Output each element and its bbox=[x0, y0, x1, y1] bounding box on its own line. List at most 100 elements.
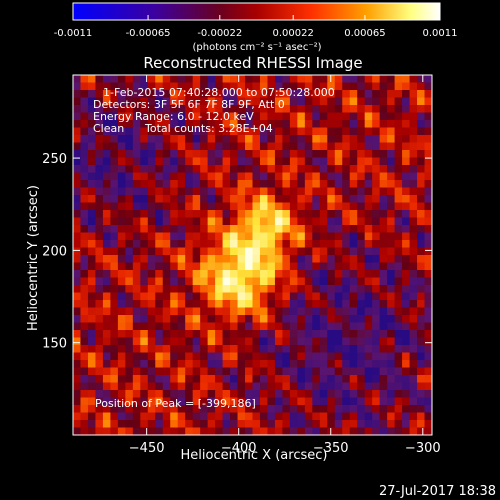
heatmap-cell bbox=[222, 255, 231, 264]
heatmap-cell bbox=[140, 195, 149, 204]
heatmap-cell bbox=[304, 352, 313, 361]
heatmap-cell bbox=[319, 277, 328, 286]
heatmap-cell bbox=[252, 180, 261, 189]
heatmap-cell bbox=[222, 120, 231, 129]
heatmap-cell bbox=[327, 300, 336, 309]
heatmap-cell bbox=[80, 382, 89, 391]
heatmap-cell bbox=[409, 330, 418, 339]
heatmap-cell bbox=[207, 300, 216, 309]
heatmap-cell bbox=[177, 142, 186, 151]
heatmap-cell bbox=[402, 202, 411, 211]
heatmap-cell bbox=[379, 240, 388, 249]
heatmap-cell bbox=[170, 240, 179, 249]
heatmap-cell bbox=[267, 420, 276, 429]
heatmap-cell bbox=[304, 135, 313, 144]
heatmap-cell bbox=[364, 90, 373, 99]
heatmap-cell bbox=[147, 232, 156, 241]
heatmap-cell bbox=[319, 195, 328, 204]
heatmap-cell bbox=[245, 405, 254, 414]
heatmap-cell bbox=[200, 142, 209, 151]
heatmap-cell bbox=[192, 397, 201, 406]
heatmap-cell bbox=[110, 345, 119, 354]
heatmap-cell bbox=[379, 330, 388, 339]
heatmap-cell bbox=[147, 150, 156, 159]
heatmap-cell bbox=[207, 367, 216, 376]
heatmap-cell bbox=[230, 187, 239, 196]
heatmap-cell bbox=[259, 82, 269, 91]
heatmap-cell bbox=[177, 375, 186, 384]
heatmap-cell bbox=[289, 405, 298, 414]
heatmap-cell bbox=[319, 247, 328, 256]
heatmap-cell bbox=[222, 217, 231, 226]
heatmap-cell bbox=[132, 180, 141, 189]
heatmap-cell bbox=[372, 120, 381, 129]
heatmap-cell bbox=[297, 120, 306, 129]
heatmap-cell bbox=[274, 307, 284, 316]
heatmap-cell bbox=[192, 322, 201, 331]
heatmap-cell bbox=[215, 75, 224, 84]
y-tick-label: 200 bbox=[42, 244, 67, 259]
heatmap-cell bbox=[215, 315, 224, 324]
heatmap-cell bbox=[110, 382, 119, 391]
heatmap-cell bbox=[327, 405, 336, 414]
heatmap-cell bbox=[185, 157, 194, 166]
heatmap-cell bbox=[267, 127, 276, 136]
heatmap-cell bbox=[215, 232, 224, 241]
heatmap-cell bbox=[110, 247, 119, 256]
heatmap-cell bbox=[297, 300, 306, 309]
heatmap-cell bbox=[140, 157, 149, 166]
heatmap-cell bbox=[252, 225, 261, 234]
heatmap-cell bbox=[102, 105, 111, 114]
heatmap-cell bbox=[267, 255, 276, 264]
heatmap-cell bbox=[334, 225, 343, 234]
heatmap-cell bbox=[230, 247, 239, 256]
heatmap-cell bbox=[327, 262, 336, 271]
heatmap-cell bbox=[87, 270, 97, 279]
heatmap-cell bbox=[125, 105, 134, 114]
heatmap-cell bbox=[117, 97, 126, 106]
x-axis-label: Heliocentric X (arcsec) bbox=[181, 448, 328, 463]
heatmap-cell bbox=[409, 277, 418, 286]
heatmap-cell bbox=[274, 75, 284, 84]
heatmap-cell bbox=[125, 345, 134, 354]
heatmap-cell bbox=[102, 322, 111, 331]
heatmap-cell bbox=[73, 120, 82, 129]
heatmap-cell bbox=[312, 360, 321, 369]
heatmap-cell bbox=[312, 187, 321, 196]
heatmap-cell bbox=[132, 405, 141, 414]
heatmap-cell bbox=[424, 255, 432, 264]
heatmap-cell bbox=[237, 195, 246, 204]
heatmap-cell bbox=[409, 202, 418, 211]
colorbar-tick-label: -0.00065 bbox=[126, 28, 171, 39]
heatmap-cell bbox=[177, 337, 186, 346]
heatmap-cell bbox=[207, 337, 216, 346]
heatmap-cell bbox=[110, 270, 119, 279]
heatmap-cell bbox=[267, 397, 276, 406]
heatmap-cell bbox=[95, 127, 104, 136]
heatmap-cell bbox=[259, 97, 269, 106]
heatmap-cell bbox=[357, 375, 366, 384]
heatmap-cell bbox=[364, 165, 373, 174]
heatmap-cell bbox=[274, 157, 284, 166]
heatmap-cell bbox=[372, 345, 381, 354]
heatmap-cell bbox=[155, 120, 164, 129]
heatmap-cell bbox=[312, 165, 321, 174]
heatmap-cell bbox=[110, 360, 119, 369]
heatmap-cell bbox=[319, 97, 328, 106]
heatmap-cell bbox=[334, 150, 343, 159]
heatmap-cell bbox=[349, 120, 358, 129]
heatmap-cell bbox=[342, 112, 351, 121]
heatmap-cell bbox=[215, 322, 224, 331]
heatmap-cell bbox=[87, 367, 97, 376]
heatmap-cell bbox=[342, 300, 351, 309]
heatmap-cell bbox=[387, 277, 396, 286]
heatmap-cell bbox=[289, 90, 298, 99]
heatmap-cell bbox=[327, 397, 336, 406]
heatmap-cell bbox=[372, 210, 381, 219]
heatmap-cell bbox=[207, 142, 216, 151]
heatmap-cell bbox=[110, 300, 119, 309]
heatmap-cell bbox=[110, 397, 119, 406]
heatmap-cell bbox=[222, 202, 231, 211]
heatmap-cell bbox=[117, 232, 126, 241]
heatmap-cell bbox=[95, 202, 104, 211]
